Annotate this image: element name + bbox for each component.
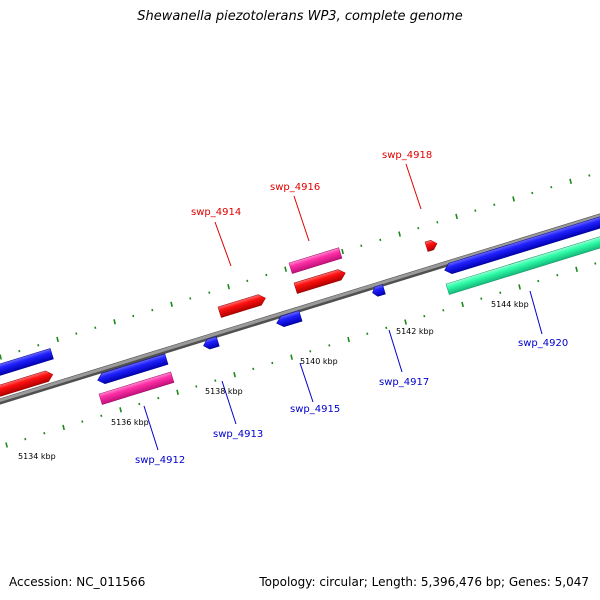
gene-red-swp4916: [293, 269, 346, 294]
minor-tick: [100, 414, 103, 417]
gene-blue-swp4917: [372, 284, 386, 297]
minor-tick: [328, 344, 331, 347]
major-tick: [62, 424, 65, 431]
kbp-label: 5136 kbp: [111, 418, 149, 427]
kbp-label: 5138 kbp: [205, 387, 243, 396]
major-tick: [455, 213, 458, 220]
major-tick: [569, 178, 572, 185]
minor-tick: [252, 367, 255, 371]
minor-tick: [18, 349, 21, 353]
major-tick: [341, 248, 344, 255]
gene-label-bottom: swp_4915: [290, 404, 340, 415]
minor-tick: [480, 297, 483, 300]
gene-label-top: swp_4918: [382, 150, 432, 161]
gene-red-left: [0, 370, 54, 399]
gene-blue-left: [0, 348, 54, 378]
minor-tick: [417, 226, 420, 230]
minor-tick: [474, 209, 477, 212]
kbp-label: 5144 kbp: [491, 300, 529, 309]
major-tick: [518, 284, 521, 290]
major-tick: [290, 354, 293, 360]
genome-title: Shewanella piezotolerans WP3, complete g…: [137, 9, 463, 24]
major-tick: [176, 389, 179, 395]
major-tick: [347, 336, 350, 343]
gene-pink-swp4916: [288, 247, 343, 274]
minor-tick: [43, 432, 46, 435]
major-tick: [461, 301, 464, 308]
gene-label-top: swp_4916: [270, 182, 320, 193]
minor-tick: [138, 402, 141, 406]
minor-tick: [550, 185, 553, 189]
gene-blue-right: [444, 216, 600, 275]
minor-tick: [271, 361, 274, 365]
major-tick: [170, 301, 173, 307]
kbp-label: 5134 kbp: [18, 452, 56, 461]
minor-tick: [385, 326, 388, 330]
gene-label-bottom: swp_4912: [135, 455, 185, 466]
minor-tick: [189, 297, 192, 300]
gene-red-swp4914: [217, 294, 266, 318]
minor-tick: [499, 291, 502, 294]
gene-blue-swp4913: [203, 336, 220, 350]
minor-tick: [436, 221, 439, 224]
minor-tick: [208, 291, 211, 294]
minor-tick: [442, 309, 445, 312]
minor-tick: [531, 191, 534, 195]
gene-pink-swp4912: [98, 371, 175, 405]
minor-tick: [360, 244, 363, 247]
major-tick: [284, 266, 287, 272]
gene-green-swp4920: [445, 235, 600, 295]
minor-tick: [195, 385, 198, 388]
kbp-label: 5142 kbp: [396, 327, 434, 336]
major-tick: [119, 407, 122, 413]
kbp-label: 5140 kbp: [300, 357, 338, 366]
gene-features: [0, 216, 600, 405]
minor-tick: [214, 379, 217, 382]
label-leaders: [143, 163, 543, 451]
minor-tick: [151, 308, 154, 312]
minor-tick: [309, 350, 312, 353]
gene-red-swp4918: [424, 239, 438, 252]
major-tick: [227, 284, 230, 290]
minor-tick: [246, 279, 249, 283]
minor-tick: [37, 344, 40, 347]
major-tick: [575, 266, 578, 273]
minor-tick: [423, 314, 426, 318]
minor-tick: [81, 420, 84, 423]
minor-tick: [132, 314, 135, 318]
minor-tick: [537, 279, 540, 283]
gene-label-top: swp_4914: [191, 207, 241, 218]
gene-labels: swp_4914 swp_4916 swp_4918 swp_4912 swp_…: [135, 150, 568, 466]
minor-tick: [556, 273, 559, 277]
minor-tick: [75, 332, 78, 335]
major-tick: [233, 372, 236, 378]
accession-text: Accession: NC_011566: [9, 575, 146, 589]
major-tick: [0, 354, 2, 360]
minor-tick: [493, 203, 496, 206]
major-tick: [5, 442, 8, 448]
major-tick: [398, 231, 401, 237]
kbp-labels: 5134 kbp 5136 kbp 5138 kbp 5140 kbp 5142…: [18, 300, 529, 461]
minor-tick: [94, 326, 97, 329]
minor-tick: [366, 332, 369, 335]
gene-label-bottom: swp_4913: [213, 429, 263, 440]
major-tick: [113, 319, 116, 325]
major-tick: [404, 319, 407, 325]
major-tick: [512, 196, 515, 202]
minor-tick: [265, 273, 268, 277]
tick-row-top: [0, 174, 591, 360]
minor-tick: [594, 262, 597, 265]
minor-tick: [588, 174, 591, 177]
minor-tick: [157, 396, 160, 400]
genome-summary-text: Topology: circular; Length: 5,396,476 bp…: [259, 575, 589, 589]
major-tick: [56, 336, 59, 343]
gene-blue-5136: [97, 353, 169, 385]
gene-label-bottom: swp_4920: [518, 338, 568, 349]
gene-label-bottom: swp_4917: [379, 377, 429, 388]
gene-blue-swp4915: [276, 310, 303, 328]
minor-tick: [379, 238, 382, 242]
tick-row-bottom: [5, 262, 597, 448]
minor-tick: [24, 437, 27, 441]
